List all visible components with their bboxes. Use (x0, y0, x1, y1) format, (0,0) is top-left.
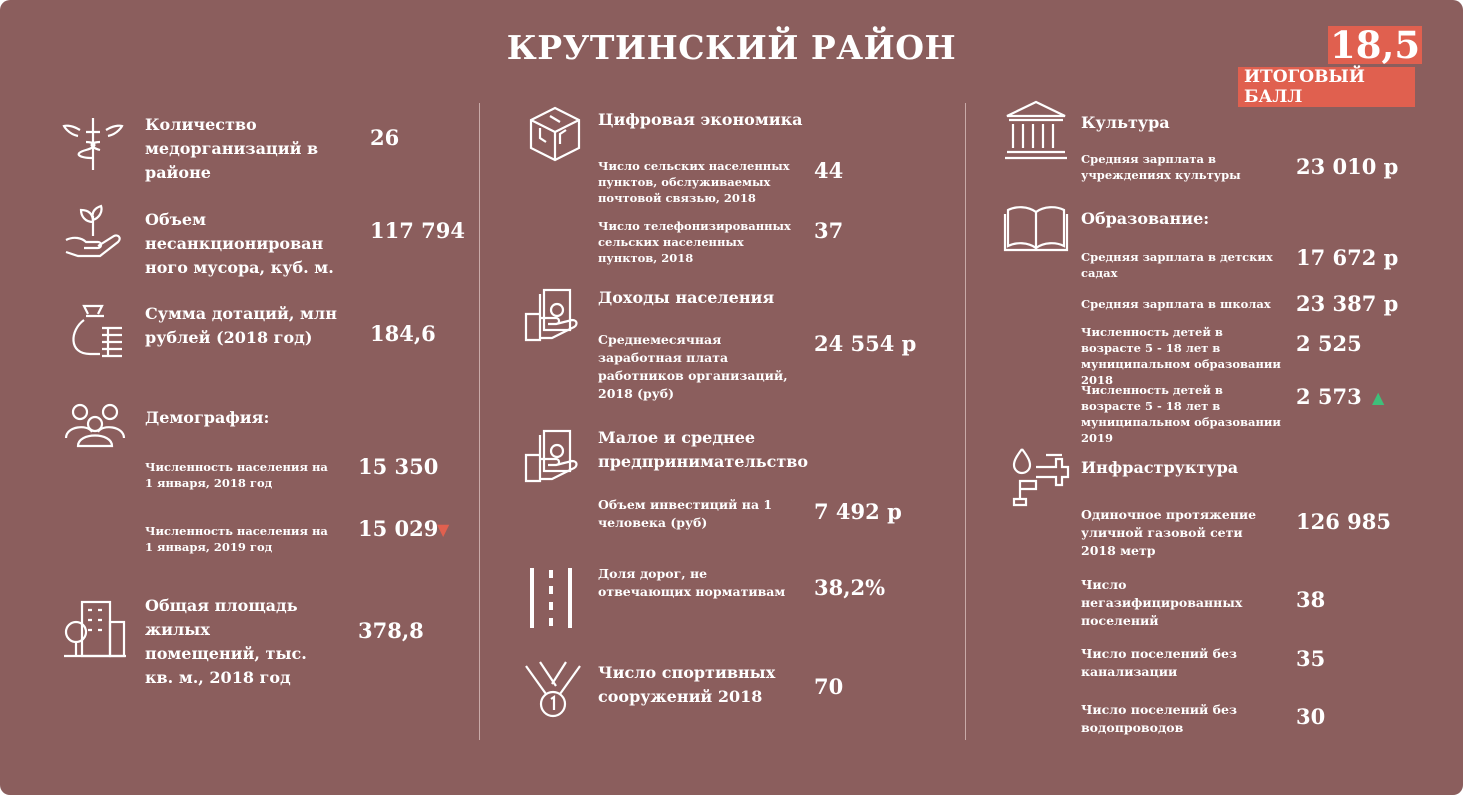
children-2018-value: 2 525 (1296, 331, 1362, 356)
housing-value: 378,8 (358, 618, 424, 643)
roads-label: Доля дорог, не отвечающих нормативам (598, 566, 786, 599)
population-2018-label: Численность населения на 1 января, 2018 … (145, 460, 328, 490)
children-2019-value: 2 573 (1296, 384, 1362, 409)
school-label: Средняя зарплата в школах (1081, 297, 1271, 311)
hand-money-icon (522, 425, 588, 491)
waste-value: 117 794 (370, 218, 465, 243)
culture-salary-value: 23 010 р (1296, 154, 1399, 179)
subsidy-label: Сумма дотаций, млн рублей (2018 год) (145, 304, 337, 347)
kindergarten-value: 17 672 р (1296, 245, 1399, 270)
salary-value: 24 554 р (814, 331, 917, 356)
hand-sprout-icon (60, 198, 126, 264)
investment-label: Объем инвестиций на 1 человека (руб) (598, 497, 773, 530)
divider (479, 103, 480, 740)
people-icon (62, 398, 128, 464)
postal-label: Число сельских населенных пунктов, обслу… (598, 159, 790, 205)
culture-salary-label: Средняя зарплата в учреждениях культуры (1081, 152, 1241, 182)
kindergarten-label: Средняя зарплата в детских садах (1081, 250, 1273, 280)
page-title: КРУТИНСКИЙ РАЙОН (506, 28, 957, 67)
med-value: 26 (370, 125, 400, 150)
population-2019-label: Численность населения на 1 января, 2019 … (145, 524, 328, 554)
sport-label: Число спортивных сооружений 2018 (598, 663, 776, 706)
buildings-icon (62, 598, 128, 664)
digital-title: Цифровая экономика (598, 110, 803, 129)
investment-value: 7 492 р (814, 499, 902, 524)
postal-value: 44 (814, 158, 844, 183)
sme-title: Малое и среднее предпринимательство (598, 428, 809, 471)
children-2018-label: Численность детей в возрасте 5 - 18 лет … (1081, 325, 1281, 387)
no-gas-label: Число негазифицированных поселений (1081, 577, 1243, 628)
population-2018-value: 15 350 (358, 454, 439, 479)
medal-icon (520, 658, 586, 724)
chip-cube-icon (522, 102, 588, 168)
culture-title: Культура (1081, 113, 1170, 132)
gas-label: Одиночное протяжение уличной газовой сет… (1081, 507, 1257, 558)
book-icon (1003, 196, 1069, 262)
money-bag-icon (62, 298, 128, 364)
total-score-label: ИТОГОВЫЙ БАЛЛ (1238, 67, 1415, 107)
total-score: 18,5 (1328, 23, 1423, 67)
caduceus-icon (60, 110, 126, 176)
waste-label: Объем несанкционирован ного мусора, куб.… (145, 210, 334, 277)
population-2019-value: 15 029 (358, 516, 439, 541)
school-value: 23 387 р (1296, 291, 1399, 316)
demography-title: Демография: (145, 408, 270, 427)
roads-value: 38,2% (814, 575, 886, 600)
gas-value: 126 985 (1296, 509, 1391, 534)
trend-up-icon: ▲ (1372, 388, 1385, 407)
museum-icon (1003, 98, 1069, 164)
no-sewer-value: 35 (1296, 646, 1326, 671)
housing-label: Общая площадь жилых помещений, тыс. кв. … (145, 596, 307, 687)
trend-down-icon: ▼ (437, 520, 450, 539)
income-title: Доходы населения (598, 288, 775, 307)
no-sewer-label: Число поселений без канализации (1081, 646, 1237, 679)
no-water-value: 30 (1296, 704, 1326, 729)
salary-label: Среднемесячная заработная плата работник… (598, 332, 788, 401)
phone-label: Число телефонизированных сельских населе… (598, 219, 791, 265)
sport-value: 70 (814, 674, 844, 699)
divider (965, 103, 966, 740)
road-icon (518, 566, 584, 632)
infra-title: Инфраструктура (1081, 458, 1239, 477)
subsidy-value: 184,6 (370, 321, 436, 346)
phone-value: 37 (814, 218, 844, 243)
no-gas-value: 38 (1296, 587, 1326, 612)
children-2019-label: Численность детей в возрасте 5 - 18 лет … (1081, 383, 1281, 445)
pipes-icon (1006, 445, 1072, 511)
hand-money-icon (522, 284, 588, 350)
no-water-label: Число поселений без водопроводов (1081, 702, 1237, 735)
med-label: Количество медорганизаций в районе (145, 115, 319, 182)
education-title: Образование: (1081, 209, 1210, 228)
